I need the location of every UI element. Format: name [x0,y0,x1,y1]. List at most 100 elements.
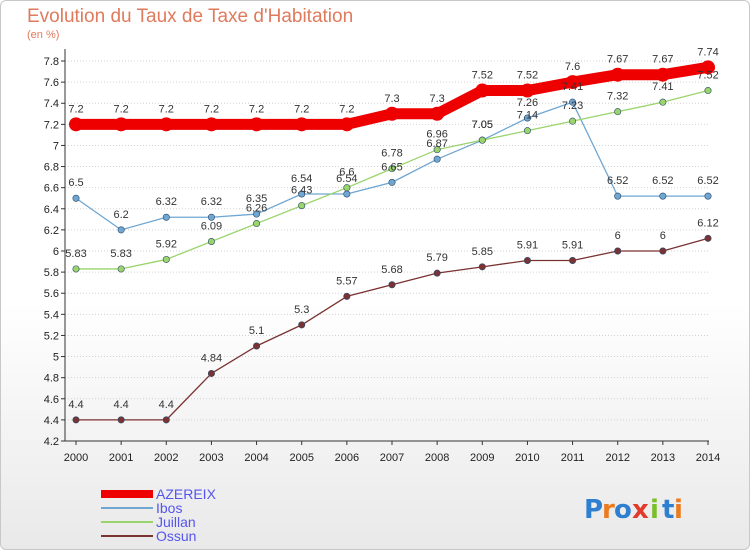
x-tick-label: 2005 [289,452,313,464]
data-point-ossun [523,256,531,264]
legend-label-azereix: AZEREIX [156,486,217,502]
data-label-azereix: 7.52 [472,70,493,82]
data-label-azereix: 7.3 [384,93,399,105]
y-tick-label: 5.6 [44,288,59,300]
data-label-ossun: 4.4 [68,399,83,411]
data-label-ossun: 5.1 [249,325,264,337]
data-point-ossun [162,416,170,424]
data-point-ibos [704,192,712,200]
x-tick-label: 2004 [244,452,268,464]
data-label-ibos: 7.05 [472,119,493,131]
data-point-azereix [204,117,219,132]
data-label-ibos: 6.52 [652,175,673,187]
data-label-ossun: 6.12 [697,217,718,229]
data-label-ossun: 6 [660,230,666,242]
chart-title: Evolution du Taux de Taxe d'Habitation [27,6,354,27]
data-point-juillan [343,184,351,192]
data-label-ibos: 6.35 [246,193,267,205]
legend-label-ossun: Ossun [156,528,196,544]
x-tick-label: 2007 [380,452,404,464]
data-point-ibos [162,213,170,221]
data-label-ibos: 6.54 [336,173,357,185]
data-label-ibos: 6.32 [156,196,177,208]
data-point-ibos [253,210,261,218]
data-point-ossun [207,369,215,377]
x-tick-label: 2014 [696,452,720,464]
x-tick-label: 2012 [605,452,629,464]
data-label-azereix: 7.2 [339,103,354,115]
data-point-ossun [343,292,351,300]
data-point-azereix [430,106,445,121]
data-label-ibos: 6.87 [426,138,447,150]
data-point-juillan [569,117,577,125]
data-point-ossun [659,247,667,255]
legend-label-juillan: Juillan [156,514,196,530]
x-tick-label: 2011 [561,452,585,464]
data-label-juillan: 5.92 [156,238,177,250]
data-point-ibos [343,190,351,198]
data-point-ossun [388,281,396,289]
data-label-juillan: 7.41 [652,81,673,93]
data-label-juillan: 7.05 [472,119,493,131]
y-tick-label: 4.6 [44,394,59,406]
data-point-ossun [704,234,712,242]
data-label-juillan: 7.14 [517,110,538,122]
data-point-ossun [298,321,306,329]
data-point-ossun [569,256,577,264]
data-label-ossun: 5.91 [562,240,583,252]
brand-letter: t [662,495,674,525]
data-label-azereix: 7.3 [429,93,444,105]
y-tick-label: 4.8 [44,373,59,385]
data-point-azereix [294,117,309,132]
data-label-ibos: 6.2 [113,209,128,221]
data-point-azereix [475,83,490,98]
data-label-juillan: 7.23 [562,100,583,112]
brand-letter: i [650,495,659,525]
brand-letter: P [584,495,603,525]
data-label-ibos: 6.5 [68,177,83,189]
data-label-juillan: 6.26 [246,203,267,215]
data-label-ossun: 5.79 [426,252,447,264]
grid-lines [65,60,709,442]
y-tick-labels: 4.2 4.4 4.6 4.8 5 5.2 5.4 5.6 5.8 6 6.2 6.4 6.6 6.8 7 7… [44,56,59,448]
data-label-juillan: 5.83 [110,248,131,260]
data-label-ossun: 5.57 [336,275,357,287]
data-label-juillan: 6.6 [339,167,354,179]
data-point-ossun [433,269,441,277]
data-point-ibos [72,194,80,202]
y-tick-label: 5.8 [44,267,59,279]
data-point-azereix [610,67,625,82]
data-label-ossun: 4.84 [201,352,222,364]
data-label-ibos: 6.32 [201,196,222,208]
data-label-ossun: 4.4 [113,399,128,411]
data-point-azereix [701,60,715,75]
y-tick-label: 5.2 [44,330,59,342]
data-label-juillan: 6.09 [201,221,222,233]
y-tick-label: 7.4 [44,98,59,110]
data-label-azereix: 7.2 [159,103,174,115]
brand-letter: i [674,495,683,525]
data-point-juillan [614,108,622,116]
data-point-azereix [159,117,174,132]
data-label-ibos: 6.52 [607,175,628,187]
data-label-juillan: 7.52 [697,70,718,82]
x-tick-label: 2009 [470,452,494,464]
data-label-ibos: 7.26 [517,97,538,109]
y-tick-label: 6.2 [44,225,59,237]
data-point-azereix [565,75,580,90]
brand-letter: o [614,495,632,525]
data-point-ossun [117,416,125,424]
data-label-ossun: 5.85 [472,246,493,258]
y-tick-label: 6.8 [44,162,59,174]
data-point-azereix [655,67,670,82]
x-tick-label: 2003 [199,452,223,464]
data-point-azereix [69,117,83,132]
data-point-ossun [253,342,261,350]
y-tick-label: 5 [53,352,59,364]
y-tick-label: 6.4 [44,204,59,216]
data-point-juillan [207,238,215,246]
y-tick-label: 6 [53,246,59,258]
data-point-ibos [569,98,577,106]
data-point-azereix [339,117,354,132]
